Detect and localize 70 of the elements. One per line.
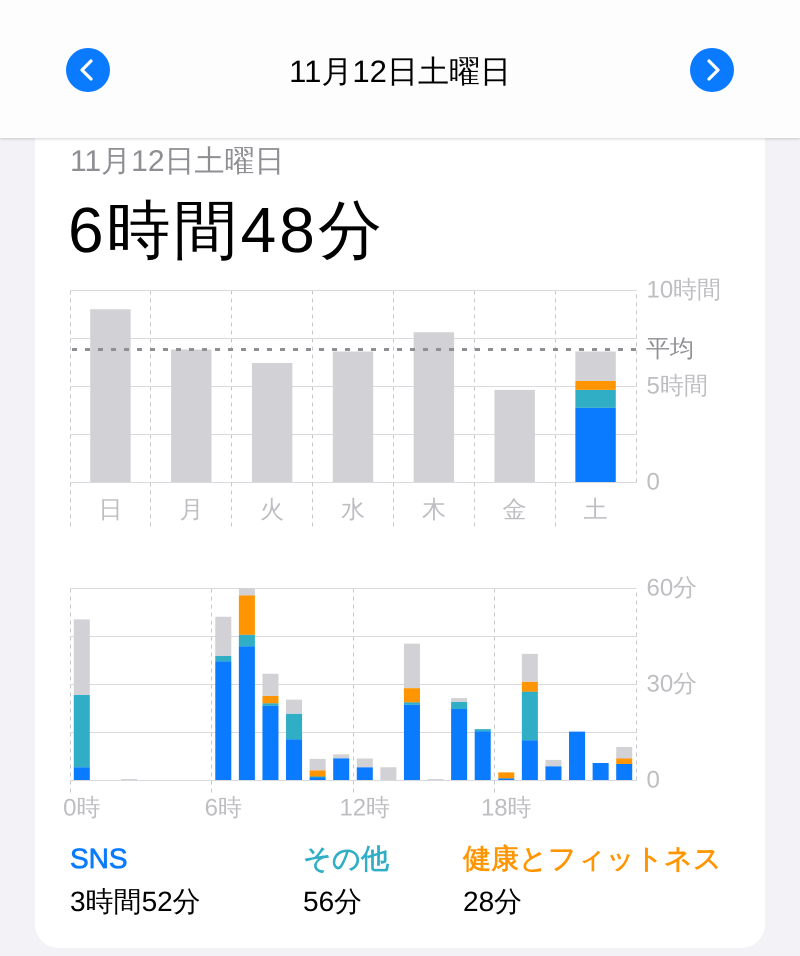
bar — [238, 634, 255, 646]
bar — [286, 714, 302, 740]
text: 28分 — [463, 885, 522, 919]
bar — [575, 380, 616, 390]
bar — [522, 740, 538, 780]
text: 3時間52分 — [70, 885, 201, 919]
y-tick-label: 30分 — [646, 670, 698, 698]
bar — [238, 595, 255, 635]
text: 健康とフィットネス — [463, 842, 722, 876]
bar — [404, 702, 420, 705]
bar — [310, 770, 326, 776]
bar — [310, 777, 326, 780]
text: 11月12日土曜日 — [289, 53, 511, 91]
bar — [404, 704, 420, 780]
x-tick-label: 金 — [502, 496, 527, 524]
x-tick-label: 日 — [98, 496, 122, 524]
bar — [286, 739, 302, 780]
bar — [616, 747, 632, 759]
text: その他 — [303, 842, 389, 876]
chart-title: 6時間48分 — [68, 193, 385, 268]
bar — [262, 696, 278, 704]
text: SNS — [70, 842, 128, 876]
y-tick-label: 10時間 — [646, 276, 722, 304]
bar — [215, 661, 232, 780]
bar — [451, 708, 468, 780]
bar — [592, 763, 609, 780]
bar — [616, 758, 632, 764]
bar — [451, 698, 468, 702]
bar — [522, 682, 538, 692]
bar — [545, 760, 562, 766]
bar — [404, 688, 420, 702]
bar — [575, 408, 616, 482]
bar — [333, 758, 350, 780]
bar — [616, 764, 632, 780]
bar — [238, 646, 255, 780]
bar — [522, 654, 538, 682]
bar — [333, 754, 350, 758]
bar — [74, 767, 90, 780]
bar — [575, 390, 616, 408]
x-tick-label: 火 — [260, 496, 284, 524]
text: 56分 — [303, 885, 362, 919]
bar — [522, 692, 538, 740]
y-tick-label: 60分 — [646, 574, 698, 602]
bar — [262, 703, 278, 706]
bar — [74, 694, 90, 768]
x-tick-label: 土 — [584, 496, 608, 524]
x-tick-label: 12時 — [339, 794, 390, 822]
x-tick-label: 18時 — [480, 794, 532, 822]
y-tick-label: 0 — [646, 468, 660, 496]
x-tick-label: 水 — [341, 496, 365, 524]
y-tick-label: 0 — [646, 766, 660, 794]
bar — [498, 772, 514, 778]
x-tick-label: 木 — [422, 496, 446, 524]
bar — [451, 702, 468, 709]
bar — [575, 351, 616, 381]
bar — [262, 706, 278, 780]
bar — [215, 656, 232, 662]
x-tick-label: 0時 — [63, 794, 100, 822]
bar — [569, 732, 586, 780]
bar — [356, 758, 373, 768]
bar — [286, 700, 302, 714]
chart-subtitle: 11月12日土曜日 — [70, 144, 285, 180]
x-tick-label: 6時 — [204, 794, 242, 822]
bar — [310, 758, 326, 770]
bar — [356, 767, 373, 780]
bar — [545, 766, 562, 780]
ref-line-label: 平均 — [646, 336, 694, 363]
x-tick-label: 月 — [179, 496, 204, 524]
y-tick-label: 5時間 — [646, 372, 708, 400]
bar — [474, 731, 491, 780]
